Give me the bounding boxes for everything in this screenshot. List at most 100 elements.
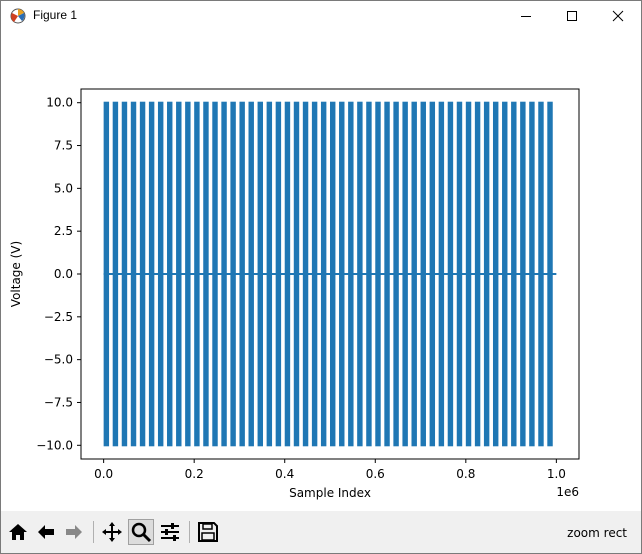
- y-tick-label: 2.5: [54, 224, 73, 238]
- x-tick-label: 0.4: [275, 467, 294, 481]
- series-burst: [257, 101, 263, 447]
- series-burst: [438, 101, 445, 447]
- series-burst: [357, 101, 363, 447]
- y-tick-label: 0.0: [54, 267, 73, 281]
- series-burst: [375, 101, 381, 447]
- magnifier-icon: [131, 522, 152, 543]
- series-burst: [230, 101, 236, 447]
- title-bar[interactable]: Figure 1: [1, 1, 641, 31]
- series-burst: [465, 101, 472, 447]
- series-burst: [366, 101, 372, 447]
- series-burst: [393, 101, 399, 447]
- figure-canvas[interactable]: 0.0 0.2 0.4 0.6 0.8 1.0 10.0 7.5 5.0 2.5 0.0 −2.5 −…: [1, 31, 641, 511]
- series-burst: [447, 101, 454, 447]
- series-burst: [167, 101, 173, 447]
- x-axis-label: Sample Index: [289, 486, 371, 500]
- series-burst: [157, 101, 164, 447]
- series-burst: [239, 101, 245, 447]
- y-tick-label: −5.0: [44, 353, 73, 367]
- forward-arrow-icon: [66, 525, 82, 539]
- series-burst: [474, 101, 481, 447]
- series-burst: [176, 101, 182, 447]
- series-burst: [492, 101, 499, 447]
- save-button[interactable]: [195, 519, 221, 545]
- series-burst: [320, 101, 327, 447]
- line-series: [103, 101, 557, 447]
- series-burst: [221, 101, 227, 447]
- home-button[interactable]: [5, 519, 31, 545]
- toolbar-separator: [93, 521, 94, 543]
- back-button[interactable]: [33, 519, 59, 545]
- sliders-icon: [161, 523, 179, 541]
- toolbar-status-text: zoom rect: [567, 526, 627, 540]
- series-burst: [266, 101, 273, 447]
- series-burst: [538, 101, 544, 447]
- window-title: Figure 1: [33, 8, 78, 22]
- toolbar-separator: [189, 521, 190, 543]
- x-tick-label: 0.2: [185, 467, 204, 481]
- series-burst: [311, 101, 318, 447]
- series-burst: [502, 101, 508, 447]
- minimize-icon: [521, 16, 531, 17]
- y-tick-label: −2.5: [44, 310, 73, 324]
- series-burst: [248, 101, 254, 447]
- close-icon: [612, 10, 624, 22]
- series-burst: [275, 101, 282, 447]
- series-burst: [330, 101, 336, 447]
- x-tick-label: 0.0: [94, 467, 113, 481]
- back-arrow-icon: [38, 525, 54, 539]
- x-axis-offset-text: 1e6: [556, 485, 579, 499]
- series-burst: [284, 101, 291, 447]
- series-burst: [194, 101, 200, 447]
- x-tick-label: 1.0: [547, 467, 566, 481]
- y-axis-ticks: 10.0 7.5 5.0 2.5 0.0 −2.5 −5.0 −7.5 −10.0: [36, 96, 81, 452]
- close-button[interactable]: [595, 1, 641, 31]
- y-tick-label: −7.5: [44, 395, 73, 409]
- series-burst: [130, 101, 137, 447]
- series-burst: [483, 101, 490, 447]
- x-tick-label: 0.6: [366, 467, 385, 481]
- series-burst: [429, 101, 436, 447]
- maximize-button[interactable]: [549, 1, 595, 31]
- y-axis-label: Voltage (V): [9, 241, 23, 307]
- series-burst: [420, 101, 426, 447]
- maximize-icon: [567, 11, 577, 21]
- configure-subplots-button[interactable]: [157, 519, 183, 545]
- home-icon: [9, 524, 27, 540]
- floppy-disk-icon: [198, 522, 218, 542]
- series-burst: [293, 101, 300, 447]
- series-burst: [121, 101, 128, 447]
- series-burst: [339, 101, 345, 447]
- plot-svg: 0.0 0.2 0.4 0.6 0.8 1.0 10.0 7.5 5.0 2.5 0.0 −2.5 −…: [9, 88, 580, 500]
- series-burst: [139, 101, 146, 447]
- minimize-button[interactable]: [503, 1, 549, 31]
- series-burst: [112, 101, 119, 447]
- y-tick-label: 5.0: [54, 181, 73, 195]
- series-burst: [302, 101, 309, 447]
- move-arrows-icon: [102, 522, 122, 542]
- y-tick-label: −10.0: [36, 438, 73, 452]
- y-tick-label: 7.5: [54, 139, 73, 153]
- series-burst: [384, 101, 390, 447]
- series-burst: [203, 101, 209, 447]
- series-burst: [348, 101, 354, 447]
- series-burst: [148, 101, 155, 447]
- forward-button[interactable]: [61, 519, 87, 545]
- zoom-button[interactable]: [128, 519, 154, 545]
- y-tick-label: 10.0: [46, 96, 73, 110]
- series-burst: [511, 101, 517, 447]
- series-burst: [547, 101, 553, 447]
- series-burst: [411, 101, 417, 447]
- matplotlib-app-icon: [10, 8, 26, 24]
- series-burst: [520, 101, 526, 447]
- pan-button[interactable]: [99, 519, 125, 545]
- series-burst: [456, 101, 463, 447]
- series-burst: [103, 101, 110, 447]
- series-burst: [212, 101, 218, 447]
- series-burst: [185, 101, 191, 447]
- series-burst: [529, 101, 535, 447]
- x-axis-ticks: 0.0 0.2 0.4 0.6 0.8 1.0: [94, 459, 566, 481]
- x-tick-label: 0.8: [456, 467, 475, 481]
- series-burst: [402, 101, 408, 447]
